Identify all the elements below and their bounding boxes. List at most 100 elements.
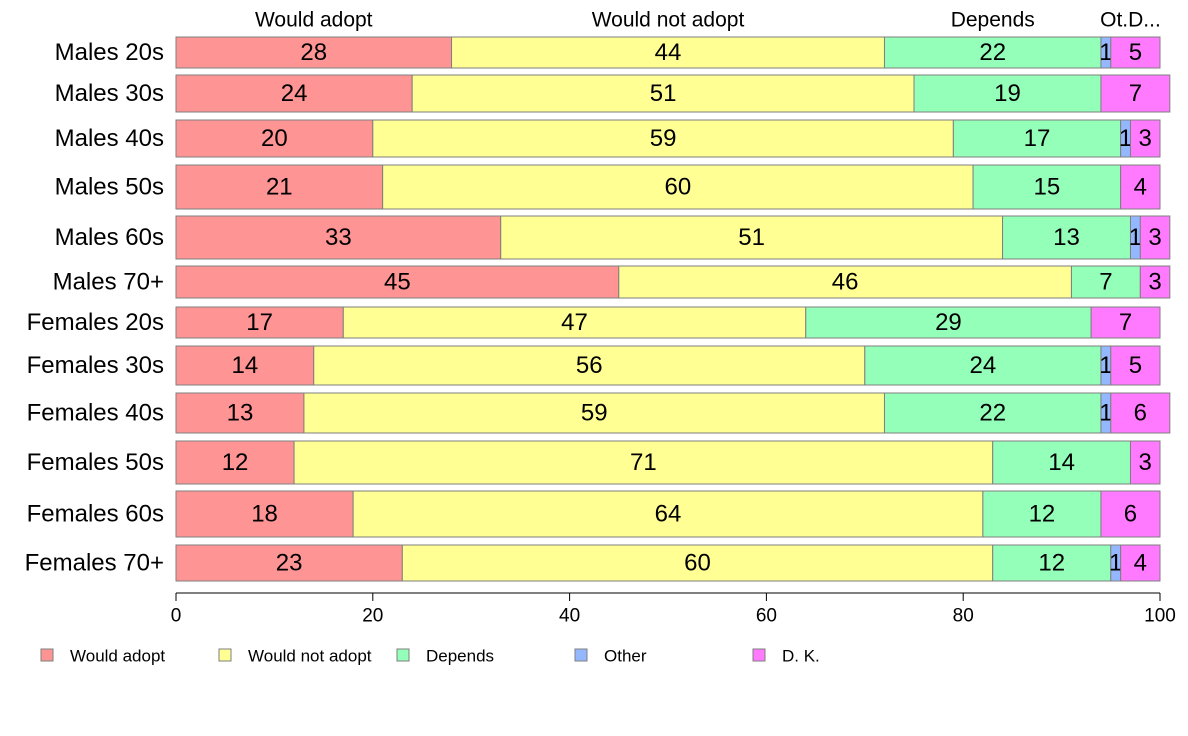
category-label: Females 60s xyxy=(27,501,164,528)
legend-swatch xyxy=(40,648,54,662)
category-label: Females 70+ xyxy=(25,550,164,577)
bar-segment xyxy=(1120,544,1161,582)
top-series-labels: Would adopt Would not adopt Depends Ot.D... xyxy=(255,9,1161,32)
category-label: Males 30s xyxy=(55,80,164,107)
data-label: 28 xyxy=(300,39,327,66)
data-label: 21 xyxy=(266,174,293,201)
legend-swatch xyxy=(752,648,766,662)
data-label: 59 xyxy=(650,125,677,152)
x-tick-label: 100 xyxy=(1144,606,1176,627)
bar-segment xyxy=(883,36,1102,69)
bar-segment xyxy=(992,544,1112,582)
data-label: 24 xyxy=(970,352,997,379)
data-label: 4 xyxy=(1134,550,1147,577)
bar-segment xyxy=(992,440,1131,485)
bar-segment xyxy=(952,119,1122,158)
data-label: 3 xyxy=(1148,224,1161,251)
bar-segment xyxy=(913,74,1102,113)
data-label: 3 xyxy=(1139,449,1152,476)
bar-segment xyxy=(175,440,295,485)
bar-segment xyxy=(175,265,620,299)
bar-segment xyxy=(401,544,994,582)
data-label: 17 xyxy=(246,309,273,336)
data-label: 5 xyxy=(1129,39,1142,66)
data-label: 7 xyxy=(1129,80,1142,107)
bar-segment xyxy=(175,215,502,260)
data-label: 12 xyxy=(1038,550,1065,577)
data-label: 12 xyxy=(1029,501,1056,528)
legend-swatch xyxy=(574,648,588,662)
bar-segment xyxy=(1129,119,1161,158)
data-label: 64 xyxy=(655,501,682,528)
data-label: 23 xyxy=(276,550,303,577)
bar-segment xyxy=(1090,306,1161,339)
data-label: 5 xyxy=(1129,352,1142,379)
category-label: Females 50s xyxy=(27,449,164,476)
data-label: 60 xyxy=(684,550,711,577)
bar-segment xyxy=(883,392,1102,434)
legend-label: D. K. xyxy=(782,647,820,666)
bar-segment xyxy=(1129,440,1161,485)
category-label: Males 60s xyxy=(55,224,164,251)
bar-segment xyxy=(972,164,1122,210)
data-label: 44 xyxy=(655,39,682,66)
data-label: 71 xyxy=(630,449,657,476)
category-label: Females 40s xyxy=(27,400,164,427)
data-label: 3 xyxy=(1148,269,1161,296)
data-label: 1 xyxy=(1099,400,1112,427)
x-tick-label: 60 xyxy=(756,606,777,627)
x-tick-label: 80 xyxy=(953,606,974,627)
bar-segment xyxy=(1139,265,1171,299)
data-label: 60 xyxy=(664,174,691,201)
bar-segment xyxy=(500,215,1004,260)
bar-segment xyxy=(382,164,974,210)
bar-segment xyxy=(303,392,885,434)
bar-segment xyxy=(175,164,384,210)
bar-segment xyxy=(982,490,1102,538)
x-axis: 0 20 40 60 80 100 xyxy=(171,592,1176,627)
bar-segment xyxy=(805,306,1092,339)
data-label: 22 xyxy=(979,39,1006,66)
data-label: 4 xyxy=(1134,174,1147,201)
data-label: 59 xyxy=(581,400,608,427)
data-label: 1 xyxy=(1099,39,1112,66)
data-label: 47 xyxy=(561,309,588,336)
data-label: 20 xyxy=(261,125,288,152)
data-label: 51 xyxy=(738,224,765,251)
legend: Would adopt Would not adopt Depends Other D.… xyxy=(40,647,820,666)
data-label: 33 xyxy=(325,224,352,251)
top-series-label: Would not adopt xyxy=(592,9,745,32)
data-label: 1 xyxy=(1099,352,1112,379)
bar-segment xyxy=(175,392,305,434)
data-label: 7 xyxy=(1119,309,1132,336)
category-labels: Males 20s Males 30s Males 40s Males 50s Male… xyxy=(25,39,164,577)
data-label: 1 xyxy=(1129,224,1142,251)
bar-segment xyxy=(1120,164,1161,210)
data-label: 24 xyxy=(281,80,308,107)
bar-segment xyxy=(1100,490,1161,538)
category-label: Females 30s xyxy=(27,352,164,379)
data-label: 51 xyxy=(650,80,677,107)
legend-label: Depends xyxy=(426,647,494,666)
data-label: 6 xyxy=(1124,501,1137,528)
category-label: Males 40s xyxy=(55,125,164,152)
category-label: Females 20s xyxy=(27,309,164,336)
x-tick-label: 20 xyxy=(362,606,383,627)
data-label: 19 xyxy=(994,80,1021,107)
legend-label: Would not adopt xyxy=(248,647,372,666)
legend-swatch xyxy=(396,648,410,662)
legend-label: Would adopt xyxy=(70,647,165,666)
bar-segment xyxy=(175,306,344,339)
top-series-label: Depends xyxy=(951,9,1035,32)
bar-segment xyxy=(175,544,403,582)
data-label: 18 xyxy=(251,501,278,528)
bar-segment xyxy=(293,440,994,485)
bar-segment xyxy=(1100,74,1171,113)
data-label: 13 xyxy=(227,400,254,427)
data-label: 56 xyxy=(576,352,603,379)
bar-segment xyxy=(1139,215,1171,260)
bars-group: 28 44 22 1 524 51 19 720 59 17 1 321 60 15 433 51 13 1 345… xyxy=(175,36,1171,582)
bar-segment xyxy=(175,36,453,69)
bar-segment xyxy=(451,36,885,69)
